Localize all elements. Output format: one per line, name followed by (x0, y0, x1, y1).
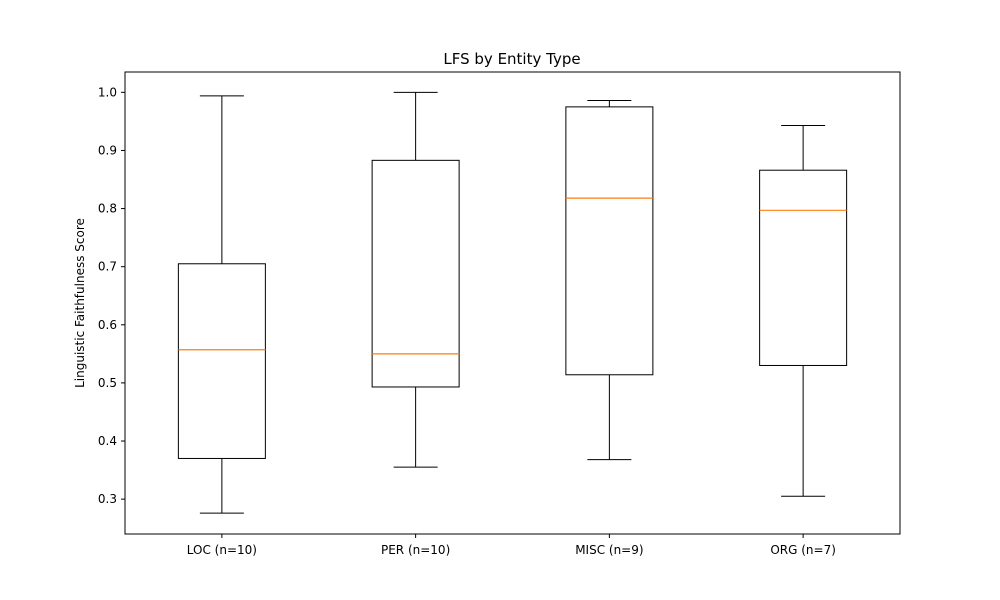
y-tick-label: 0.9 (98, 143, 117, 157)
y-tick-label: 0.7 (98, 260, 117, 274)
y-tick-label: 1.0 (98, 85, 117, 99)
y-tick-label: 0.4 (98, 434, 117, 448)
iqr-box (565, 106, 654, 376)
x-tick-label: LOC (n=10) (187, 543, 257, 557)
iqr-box (177, 263, 266, 459)
y-tick-label: 0.3 (98, 492, 117, 506)
chart-title: LFS by Entity Type (443, 50, 580, 68)
y-axis-label: Linguistic Faithfulness Score (73, 218, 87, 388)
y-tick-label: 0.5 (98, 376, 117, 390)
x-tick-label: PER (n=10) (381, 543, 450, 557)
y-tick-label: 0.8 (98, 202, 117, 216)
iqr-box (371, 159, 460, 388)
iqr-box (759, 169, 848, 366)
plot-area: 0.3 0.4 0.5 0.6 0.7 0.8 0.9 1.0 LOC (n=10) PER (n… (98, 85, 848, 557)
y-tick-label: 0.6 (98, 318, 117, 332)
x-tick-label: ORG (n=7) (770, 543, 836, 557)
axes-frame (124, 71, 901, 535)
x-tick-label: MISC (n=9) (575, 543, 643, 557)
